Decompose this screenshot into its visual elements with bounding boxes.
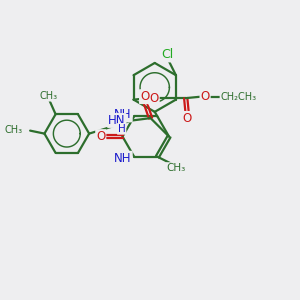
Text: O: O	[200, 90, 210, 103]
Text: CH₃: CH₃	[40, 91, 58, 101]
Text: O: O	[183, 112, 192, 125]
Text: CH₃: CH₃	[5, 125, 23, 135]
Text: H: H	[118, 124, 125, 134]
Text: Cl: Cl	[161, 48, 173, 62]
Text: O: O	[140, 90, 149, 103]
Text: HN: HN	[108, 114, 125, 127]
Text: CH₂CH₃: CH₂CH₃	[220, 92, 256, 102]
Text: O: O	[149, 92, 159, 105]
Text: NH: NH	[114, 109, 132, 122]
Text: CH₃: CH₃	[167, 163, 186, 173]
Text: O: O	[96, 130, 105, 143]
Text: NH: NH	[114, 152, 132, 165]
